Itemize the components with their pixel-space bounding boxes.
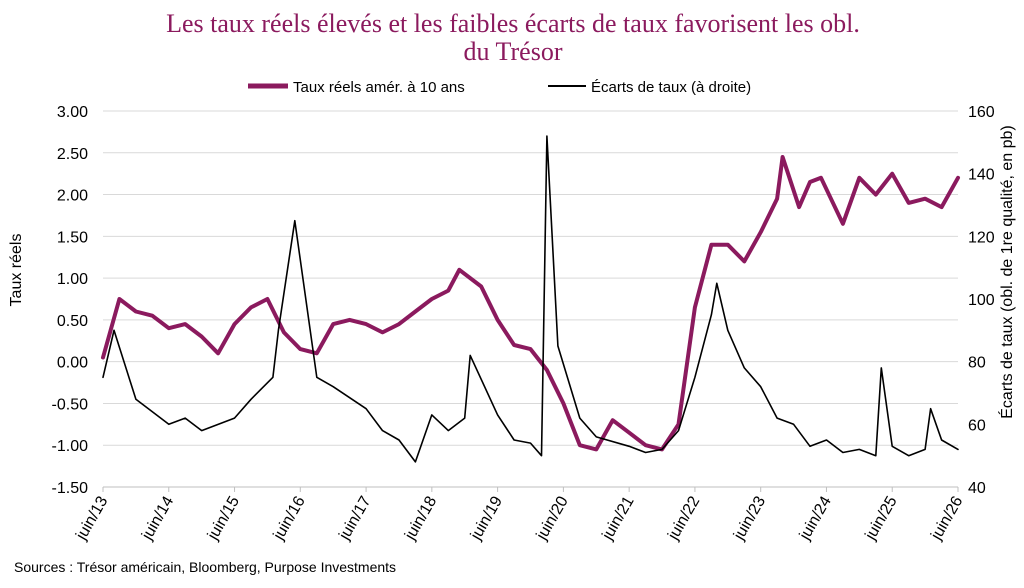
legend-label-spreads: Écarts de taux (à droite) [591,79,751,96]
x-tick-label: juin/17 [336,493,375,543]
chart-title-line2: du Trésor [464,37,563,66]
y-tick-right: 60 [968,417,986,434]
y-tick-right: 160 [968,104,995,121]
x-tick-label: juin/13 [73,493,112,543]
y-tick-left: 0.00 [57,355,88,372]
y-tick-right: 140 [968,167,995,184]
chart-title-line1: Les taux réels élevés et les faibles éca… [166,9,860,38]
y-tick-left: -1.00 [52,438,89,455]
x-tick-label: juin/20 [533,493,572,543]
y-axis-left: 3.00 2.50 2.00 1.50 1.00 0.50 0.00 -0.50 -1.00 -1… [52,104,89,497]
x-axis: juin/13 juin/14 juin/15 juin/16 juin/17 juin/… [73,486,967,544]
y-axis-right: 160 140 120 100 80 60 40 [968,104,995,497]
x-tick-label: juin/15 [204,493,243,543]
y-axis-right-label: Écarts de taux (obl. de 1re qualité, en … [997,125,1016,419]
x-tick-label: juin/24 [796,493,835,543]
y-tick-right: 120 [968,229,995,246]
x-tick-label: juin/19 [467,493,506,543]
series-line-real-rates [101,155,960,452]
y-tick-left: -0.50 [52,396,89,413]
x-tick-label: juin/25 [862,493,901,543]
y-tick-left: 3.00 [57,104,88,121]
gridlines [103,110,958,488]
x-tick-label: juin/22 [665,493,704,543]
y-tick-left: 1.00 [57,271,88,288]
y-tick-right: 100 [968,292,995,309]
y-axis-left-label: Taux réels [8,234,25,307]
y-tick-left: 2.50 [57,146,88,163]
y-tick-left: 0.50 [57,313,88,330]
legend: Taux réels amér. à 10 ans Écarts de taux… [248,79,751,96]
x-tick-label: juin/14 [138,493,177,543]
y-tick-right: 80 [968,355,986,372]
x-tick-label: juin/16 [270,493,309,543]
x-tick-label: juin/23 [730,493,769,543]
y-tick-right: 40 [968,480,986,497]
y-tick-left: -1.50 [52,480,89,497]
y-tick-left: 2.00 [57,188,88,205]
series-layer [101,135,960,463]
y-tick-left: 1.50 [57,229,88,246]
legend-label-real-rates: Taux réels amér. à 10 ans [293,79,465,96]
source-note: Sources : Trésor américain, Bloomberg, P… [14,559,397,575]
series-line-spreads [102,135,959,463]
x-tick-label: juin/18 [402,493,441,543]
x-tick-label: juin/21 [599,493,638,543]
x-tick-label: juin/26 [928,493,967,543]
